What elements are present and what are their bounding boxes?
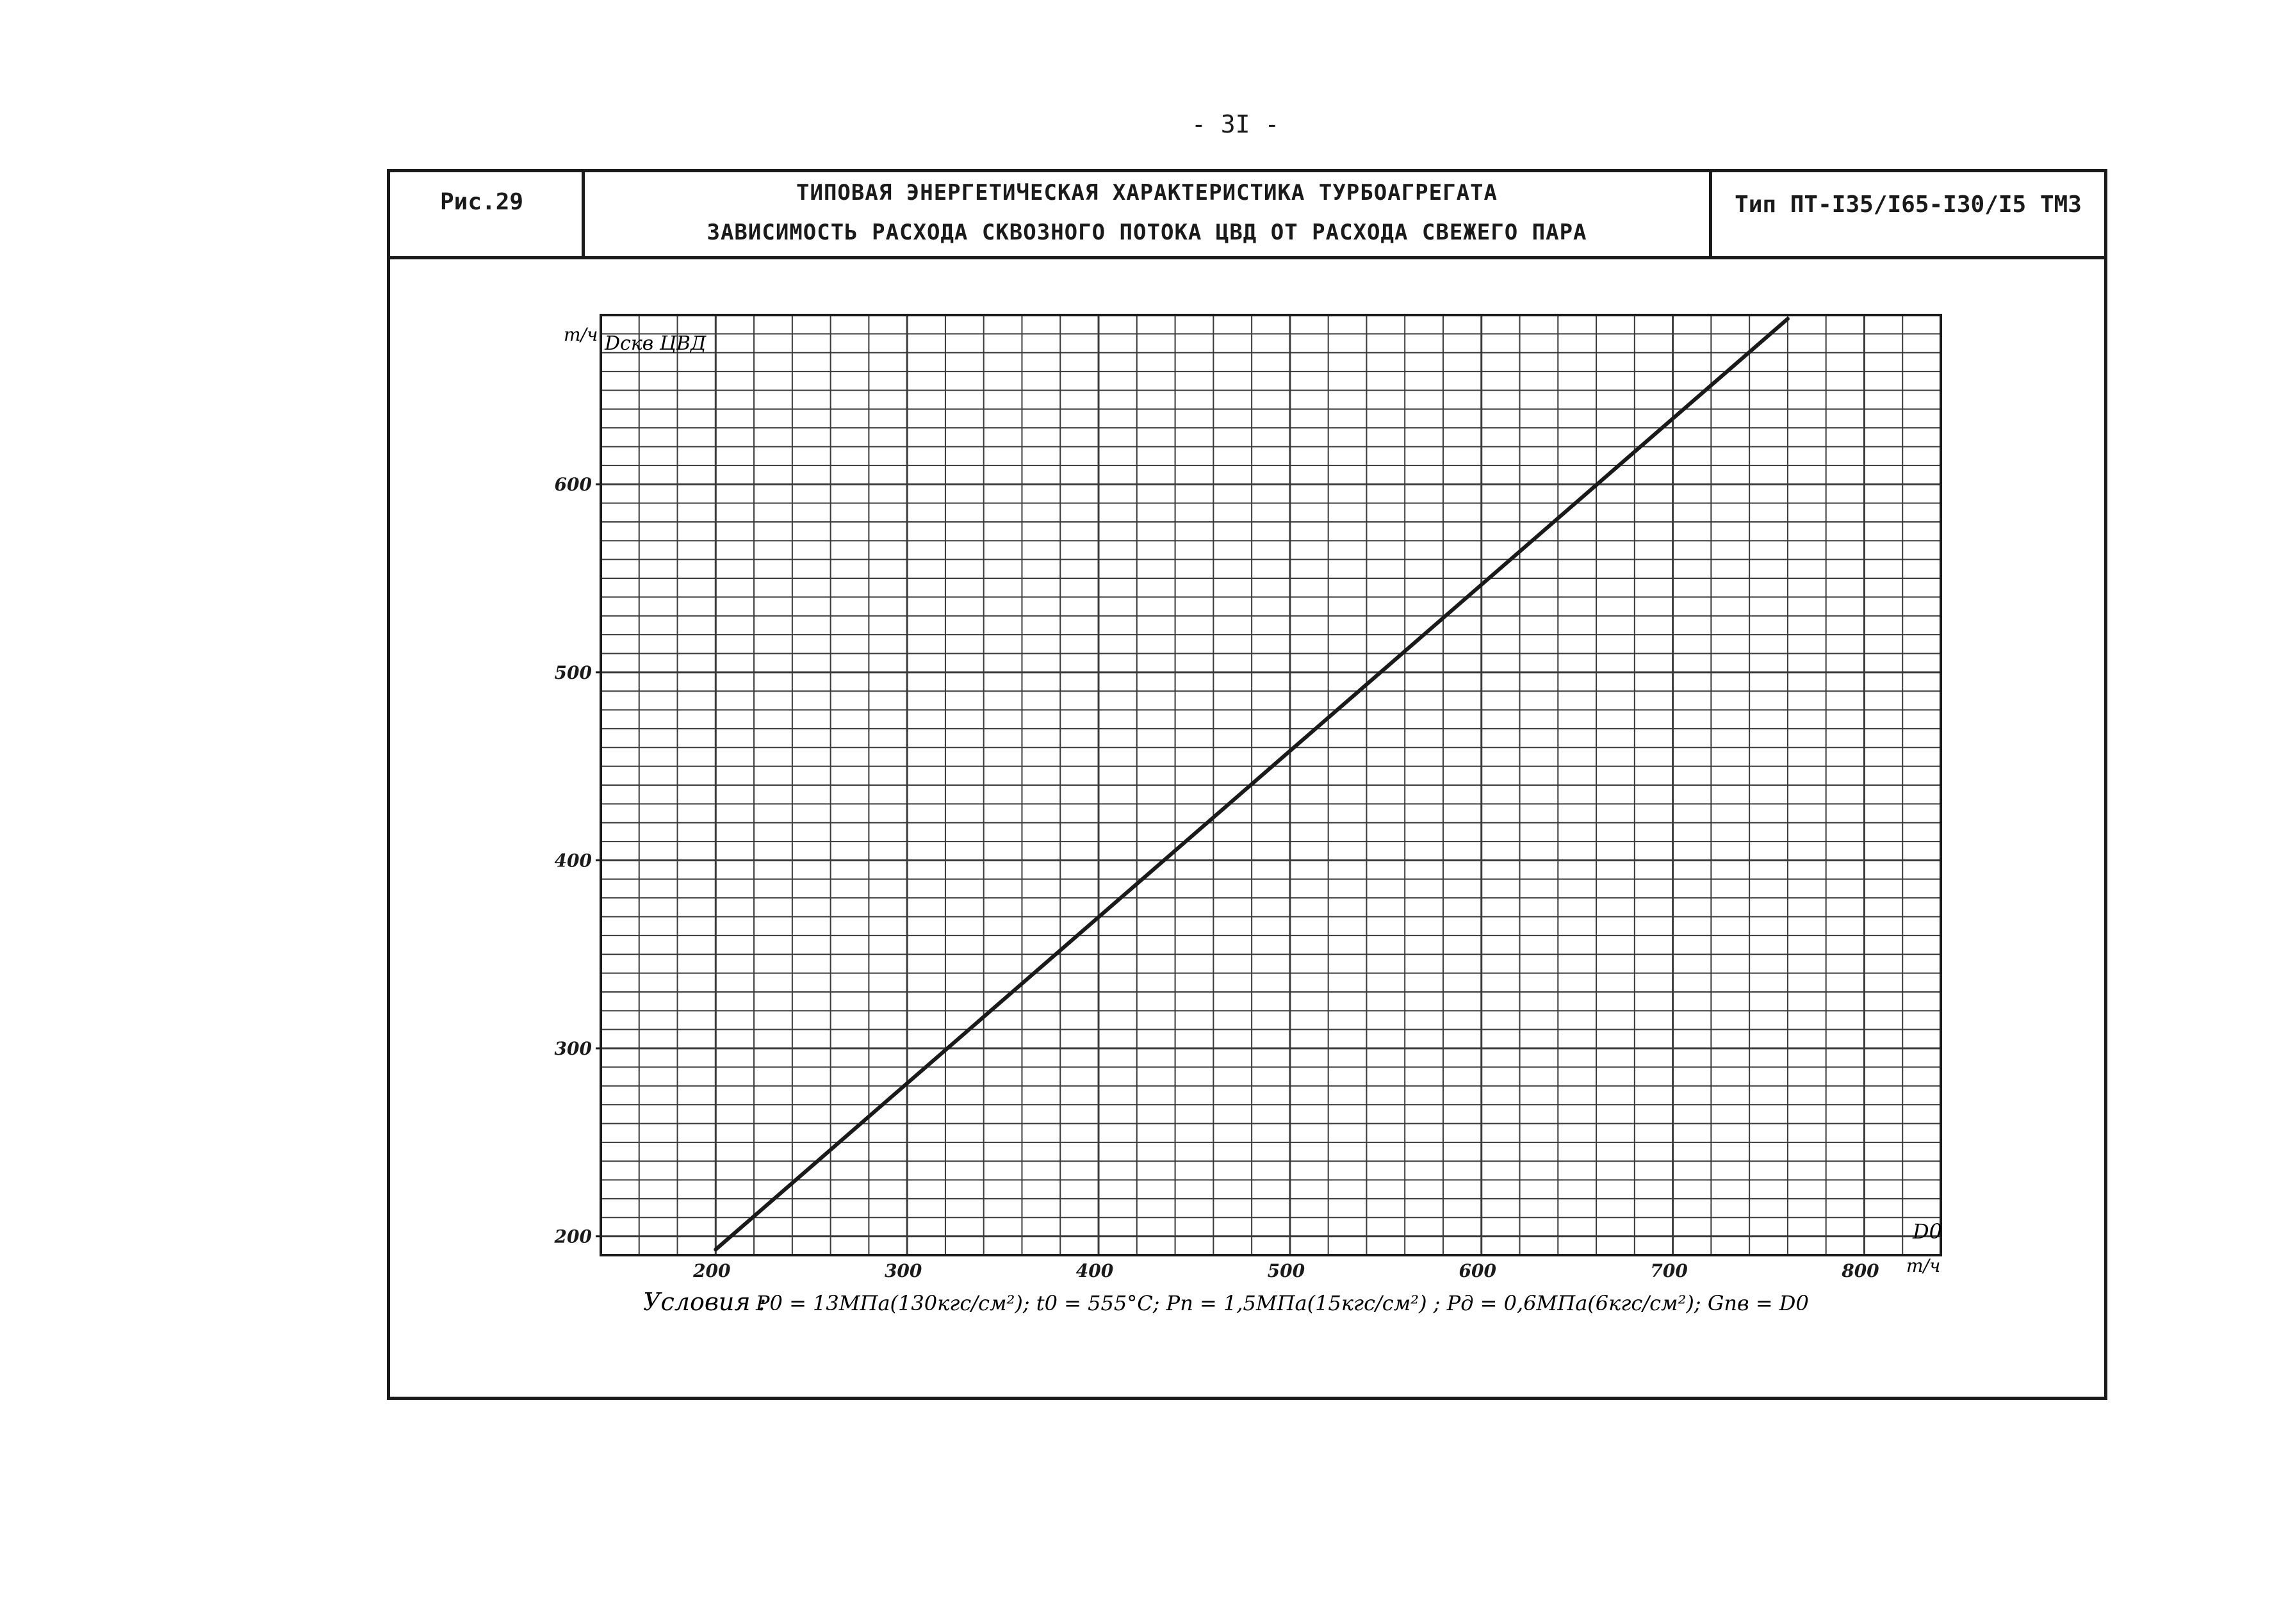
figure-frame: Рис.29 ТИПОВАЯ ЭНЕРГЕТИЧЕСКАЯ ХАРАКТЕРИС…: [387, 169, 2107, 1400]
x-tick-label: 300: [885, 1260, 922, 1281]
title-line-2: ЗАВИСИМОСТЬ РАСХОДА СКВОЗНОГО ПОТОКА ЦВД…: [707, 220, 1587, 245]
title-block: Рис.29 ТИПОВАЯ ЭНЕРГЕТИЧЕСКАЯ ХАРАКТЕРИС…: [390, 172, 2104, 259]
x-tick-label: 400: [1076, 1260, 1114, 1281]
series: [714, 316, 1790, 1252]
title-cell: ТИПОВАЯ ЭНЕРГЕТИЧЕСКАЯ ХАРАКТЕРИСТИКА ТУ…: [585, 172, 1712, 256]
x-tick-label: 500: [1268, 1260, 1305, 1281]
x-tick-label: 200: [692, 1260, 731, 1281]
x-tick-label: 800: [1841, 1260, 1879, 1281]
conditions-text: P0 = 13МПа(130кгс/см²); t0 = 555°С; Pп =…: [755, 1291, 1809, 1315]
y-tick-label: 400: [555, 850, 593, 871]
y-tick-label: 500: [555, 662, 593, 683]
x-tick-label: 700: [1650, 1260, 1688, 1281]
series-line: [714, 316, 1790, 1252]
figure-label-cell: Рис.29: [390, 172, 585, 256]
x-axis-unit: т/ч: [1906, 1255, 1940, 1276]
x-tick-label: 600: [1459, 1260, 1497, 1281]
y-tick-labels: 200 300 400 500 600: [554, 474, 601, 1247]
turbine-type-label: Тип ПТ-I35/I65-I30/I5 ТМЗ: [1735, 191, 2082, 218]
y-axis-unit: т/ч: [564, 324, 598, 345]
plot-border: [600, 314, 1942, 1256]
page-number: - 3I -: [1191, 110, 1280, 138]
conditions-label: Условия :: [643, 1288, 766, 1316]
figure-label: Рис.29: [440, 189, 524, 215]
y-tick-label: 200: [554, 1226, 593, 1247]
y-axis-label: Dскв ЦВД: [604, 332, 707, 355]
type-cell: Тип ПТ-I35/I65-I30/I5 ТМЗ: [1712, 172, 2104, 256]
grid-minor: [600, 314, 1941, 1256]
title-line-1: ТИПОВАЯ ЭНЕРГЕТИЧЕСКАЯ ХАРАКТЕРИСТИКА ТУ…: [796, 180, 1498, 206]
y-tick-label: 300: [555, 1038, 593, 1059]
x-tick-labels: 200 300 400 500 600 700 800: [692, 1260, 1879, 1281]
x-axis-label: D0: [1912, 1219, 1942, 1244]
y-tick-label: 600: [555, 474, 593, 495]
